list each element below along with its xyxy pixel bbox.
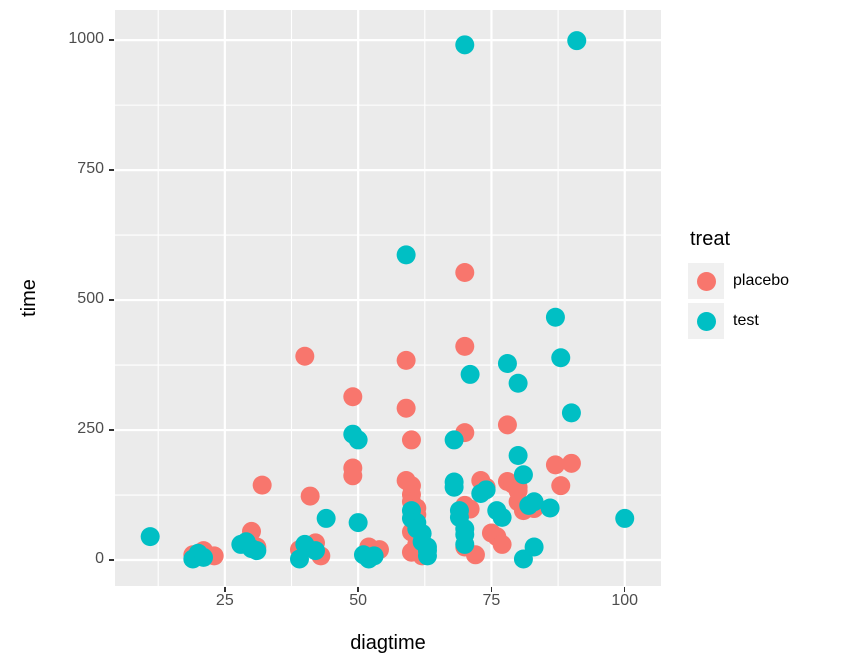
data-point <box>194 547 214 567</box>
data-point <box>561 403 581 423</box>
data-point <box>492 507 512 527</box>
legend-item: test <box>688 303 789 339</box>
data-point <box>540 498 560 518</box>
legend-title: treat <box>690 228 731 250</box>
data-point <box>455 534 475 554</box>
x-axis-title: diagtime <box>350 632 426 654</box>
data-point <box>300 486 320 506</box>
data-point <box>289 549 309 569</box>
data-point <box>492 534 512 554</box>
x-tick-mark <box>357 587 359 592</box>
data-point <box>247 541 267 561</box>
x-tick-mark <box>224 587 226 592</box>
data-point <box>343 466 363 486</box>
y-tick-mark <box>109 169 114 171</box>
point-swatch-icon <box>696 311 716 331</box>
y-tick-mark <box>109 39 114 41</box>
data-point <box>460 364 480 384</box>
data-point <box>476 480 496 500</box>
data-point <box>551 476 571 496</box>
legend-items: placebo test <box>688 263 789 339</box>
data-point <box>508 446 528 466</box>
y-tick-mark <box>109 429 114 431</box>
legend: treat placebo test <box>688 228 789 343</box>
y-tick-mark <box>109 299 114 301</box>
data-point <box>348 430 368 450</box>
data-point <box>513 465 533 485</box>
data-point <box>567 31 587 51</box>
x-tick-mark <box>623 587 626 592</box>
data-point <box>444 430 464 450</box>
legend-item-label: test <box>733 312 759 329</box>
data-point <box>396 350 416 370</box>
x-tick-mark <box>490 587 493 592</box>
data-point <box>551 348 571 368</box>
data-point <box>348 513 368 533</box>
y-tick-label: 750 <box>77 160 104 178</box>
data-point <box>316 508 336 528</box>
data-point <box>444 477 464 497</box>
data-point <box>497 415 517 435</box>
data-point <box>545 307 565 327</box>
y-tick-mark <box>109 559 114 561</box>
x-tick-label: 75 <box>482 592 501 609</box>
data-point <box>417 546 437 566</box>
y-axis-title: time <box>18 279 40 317</box>
data-point <box>140 527 160 547</box>
data-point <box>615 508 635 528</box>
data-point <box>455 35 475 55</box>
data-point <box>455 336 475 356</box>
data-point <box>295 346 315 366</box>
data-point <box>401 430 421 450</box>
data-point <box>252 475 272 495</box>
y-tick-label: 1000 <box>68 30 104 48</box>
data-point <box>364 546 384 566</box>
data-point <box>524 537 544 557</box>
x-tick-label: 25 <box>215 592 234 609</box>
data-point <box>508 373 528 393</box>
legend-item-label: placebo <box>733 272 790 289</box>
data-point <box>545 455 565 475</box>
data-point <box>396 245 416 265</box>
plot-canvas <box>115 10 661 586</box>
data-point <box>305 541 325 561</box>
legend-key <box>688 303 724 339</box>
data-point <box>497 354 517 374</box>
data-point <box>561 453 581 473</box>
data-point <box>455 263 475 283</box>
data-point <box>343 387 363 407</box>
y-tick-label: 500 <box>77 290 104 308</box>
x-tick-label: 100 <box>611 592 639 609</box>
y-tick-label: 0 <box>95 550 104 567</box>
point-swatch-icon <box>696 271 716 291</box>
y-tick-label: 250 <box>77 420 104 438</box>
legend-item: placebo <box>688 263 789 299</box>
data-point <box>524 492 544 512</box>
legend-key <box>688 263 724 299</box>
x-tick-label: 50 <box>349 592 368 609</box>
plot-panel <box>115 10 661 586</box>
data-point <box>396 398 416 418</box>
